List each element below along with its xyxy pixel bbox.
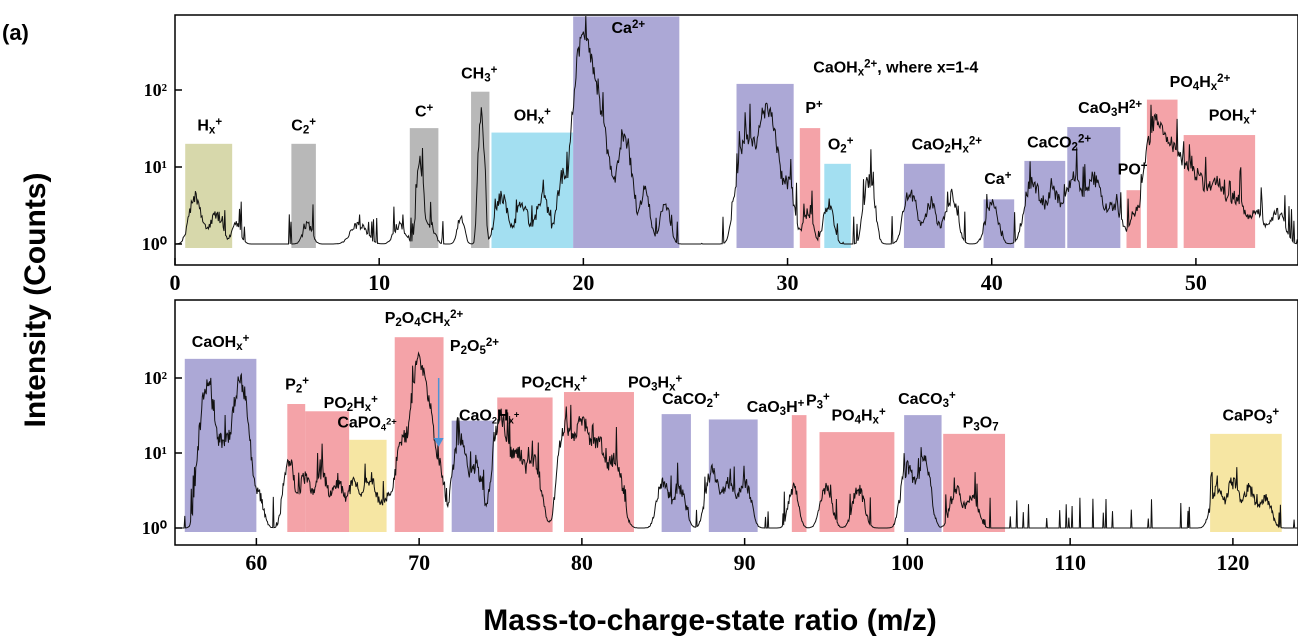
ion-label-0-0: Hx+ — [197, 117, 222, 137]
ion-label-1-11: P3+ — [806, 392, 830, 412]
region-purple-0 — [184, 358, 257, 532]
region-pink-15 — [1183, 135, 1256, 248]
region-pink-7 — [799, 128, 821, 248]
region-purple-8 — [661, 414, 691, 532]
ion-label-1-12: PO4Hx+ — [831, 407, 886, 427]
region-purple-5 — [573, 16, 680, 248]
spectrum-line-1 — [175, 351, 1298, 529]
ion-label-1-15: CaPO3+ — [1222, 407, 1279, 427]
x-tick-label-1-6: 120 — [1216, 550, 1249, 575]
x-tick-label-0-1: 10 — [368, 270, 390, 295]
y-tick-label-0-0: 10⁰ — [142, 234, 167, 254]
region-purple-9 — [903, 163, 945, 248]
region-yellow-14 — [1210, 433, 1282, 532]
ion-label-0-2: C+ — [415, 103, 434, 121]
x-tick-label-0-3: 30 — [777, 270, 799, 295]
ion-label-1-2: PO2Hx+ — [324, 394, 379, 414]
x-tick-label-0-0: 0 — [170, 270, 181, 295]
ion-label-0-4: OHx+ — [514, 107, 551, 127]
region-gray-1 — [291, 143, 316, 248]
region-yellow-3 — [349, 439, 387, 532]
ion-label-0-11: CaCO22+ — [1027, 134, 1091, 154]
panel-top: 10⁰ 10¹ 10² 0 10 20 30 40 50 Hx+ C2+ C+ CH3+ OHx+ Ca2+… — [142, 14, 1298, 295]
ion-label-1-13: CaCO3+ — [898, 390, 956, 410]
ion-label-1-3: CaPO42+ — [337, 414, 397, 432]
ion-label-1-10: CaO3H+ — [747, 399, 805, 419]
ion-label-1-7: PO2CHx+ — [521, 374, 587, 394]
ion-label-0-13: PO+ — [1118, 161, 1148, 179]
ion-label-0-10: Ca+ — [984, 171, 1011, 189]
ion-label-0-14: PO4Hx2+ — [1170, 73, 1231, 93]
ion-label-0-12: CaO3H2+ — [1078, 100, 1142, 120]
plot-frame-0 — [174, 14, 1298, 266]
y-tick-label-1-2: 10² — [144, 368, 167, 388]
x-tick-label-1-3: 90 — [734, 550, 756, 575]
region-purple-9 — [708, 419, 758, 532]
panel-bottom: 10⁰ 10¹ 10² 60 70 80 90 100 110 120 CaOHx+ P2+ PO2Hx… — [142, 299, 1298, 575]
region-pink-4 — [394, 337, 444, 532]
x-tick-label-0-4: 40 — [981, 270, 1003, 295]
region-purple-12 — [1067, 127, 1121, 248]
region-pink-7 — [563, 392, 634, 532]
ion-label-0-5: Ca2+ — [611, 19, 645, 37]
y-tick-label-0-1: 10¹ — [144, 157, 167, 177]
x-tick-label-1-5: 110 — [1054, 550, 1086, 575]
p2o5-arrow — [433, 378, 444, 448]
region-pink-13 — [943, 433, 1006, 532]
ion-label-1-14: P3O7 — [963, 414, 999, 433]
x-tick-label-1-2: 80 — [571, 550, 593, 575]
region-pink-2 — [305, 411, 350, 532]
spectrum-line-0 — [175, 15, 1298, 245]
region-purple-12 — [904, 415, 942, 532]
ion-label-1-5: P2O52+ — [450, 337, 499, 357]
ion-label-1-8: PO3Hx+ — [628, 374, 683, 394]
panel-label: (a) — [2, 20, 29, 45]
ion-label-1-4: P2O4CHx2+ — [385, 310, 464, 330]
y-tick-label-1-0: 10⁰ — [142, 518, 167, 538]
ion-label-1-0: CaOHx+ — [192, 333, 250, 353]
region-pink-10 — [791, 415, 807, 532]
ion-label-1-6: CaO2Hx+ — [459, 408, 520, 426]
x-tick-label-1-0: 60 — [245, 550, 267, 575]
y-tick-label-0-2: 10² — [144, 80, 167, 100]
x-tick-label-1-4: 100 — [891, 550, 924, 575]
x-tick-label-0-2: 20 — [572, 270, 594, 295]
x-tick-label-0-5: 50 — [1185, 270, 1207, 295]
plot-frame-1 — [174, 299, 1298, 546]
y-tick-label-1-1: 10¹ — [144, 443, 167, 463]
region-pink-1 — [287, 404, 306, 532]
region-cyan-4 — [491, 132, 574, 248]
ion-label-0-6: CaOHx2+, where x=1-4 — [813, 59, 978, 79]
region-pink-13 — [1126, 190, 1141, 248]
region-pink-11 — [819, 432, 895, 532]
ion-label-0-3: CH3+ — [461, 65, 498, 85]
x-tick-label-1-1: 70 — [408, 550, 430, 575]
y-axis-title: Intensity (Counts) — [19, 173, 52, 428]
ion-label-0-1: C2+ — [291, 117, 316, 137]
ion-label-1-1: P2+ — [285, 376, 309, 396]
ion-label-0-15: POHx+ — [1209, 107, 1257, 127]
ion-label-1-9: CaCO2+ — [662, 390, 720, 410]
ion-label-0-9: CaO2Hx2+ — [912, 136, 983, 156]
ion-label-0-7: P+ — [805, 100, 823, 118]
x-axis-title: Mass-to-charge-state ratio (m/z) — [483, 604, 936, 637]
ion-label-0-8: O2+ — [828, 136, 854, 156]
